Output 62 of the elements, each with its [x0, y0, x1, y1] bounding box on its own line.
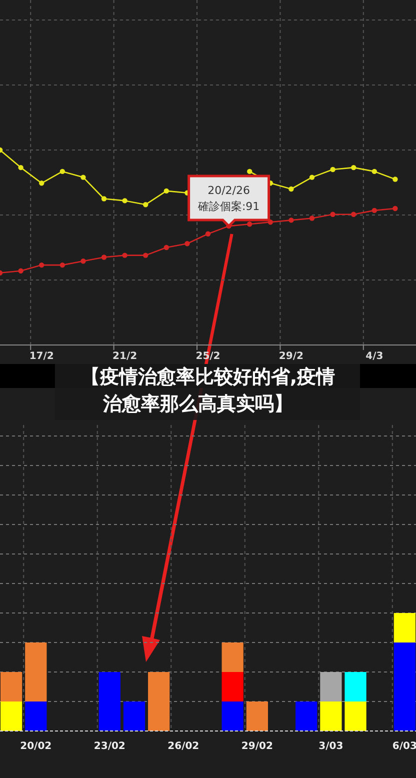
point — [39, 262, 44, 268]
bar — [394, 642, 416, 731]
point — [164, 244, 169, 250]
x-tick-label: 23/02 — [94, 741, 126, 752]
bar — [246, 702, 268, 731]
bar — [320, 702, 342, 731]
bar — [344, 702, 366, 731]
point — [351, 212, 356, 217]
point — [392, 206, 398, 212]
point — [288, 186, 294, 192]
x-tick-label: 4/3 — [366, 351, 384, 362]
point — [309, 174, 315, 180]
bar — [148, 672, 170, 731]
point — [288, 218, 294, 223]
bar — [25, 702, 47, 731]
point — [101, 196, 107, 202]
point — [143, 202, 148, 208]
point — [18, 164, 24, 170]
x-tick-label: 17/2 — [29, 351, 54, 362]
x-tick-label: 6/03 — [392, 741, 416, 752]
point — [372, 208, 377, 214]
point — [247, 222, 252, 227]
bar — [0, 672, 22, 702]
point — [205, 231, 211, 236]
x-tick-label: 21/2 — [112, 351, 138, 362]
point — [392, 176, 398, 182]
point — [60, 262, 65, 268]
bar — [344, 672, 366, 702]
point — [122, 198, 128, 204]
bar — [320, 672, 342, 702]
point — [143, 252, 148, 258]
point — [184, 241, 190, 246]
text: 【疫情治愈率比较好的省,疫情治愈率那么高真实吗】 — [80, 366, 336, 415]
x-tick-label: 29/02 — [241, 741, 273, 752]
point — [101, 254, 107, 260]
bar — [222, 702, 244, 731]
point — [122, 252, 128, 258]
x-tick-label: 26/02 — [168, 741, 200, 752]
bar — [123, 702, 146, 731]
point — [330, 166, 336, 172]
point — [39, 180, 44, 186]
point — [330, 212, 336, 217]
point — [18, 268, 24, 274]
annotation: 20/2/26 確診個案:91 — [196, 184, 260, 214]
point — [80, 174, 86, 180]
x-tick-label: 3/03 — [318, 741, 344, 752]
point — [372, 168, 377, 174]
point — [309, 216, 315, 221]
bar — [222, 672, 244, 702]
bar — [394, 613, 416, 642]
bar — [0, 702, 22, 731]
bar — [25, 642, 47, 702]
bar — [222, 642, 244, 672]
point — [60, 168, 65, 174]
x-tick-label: 20/02 — [20, 741, 52, 752]
point — [247, 168, 252, 174]
point — [80, 258, 86, 264]
point — [164, 188, 169, 194]
bar — [98, 672, 120, 731]
bar — [296, 702, 318, 731]
x-tick-label: 29/2 — [278, 351, 304, 362]
point — [351, 164, 356, 170]
